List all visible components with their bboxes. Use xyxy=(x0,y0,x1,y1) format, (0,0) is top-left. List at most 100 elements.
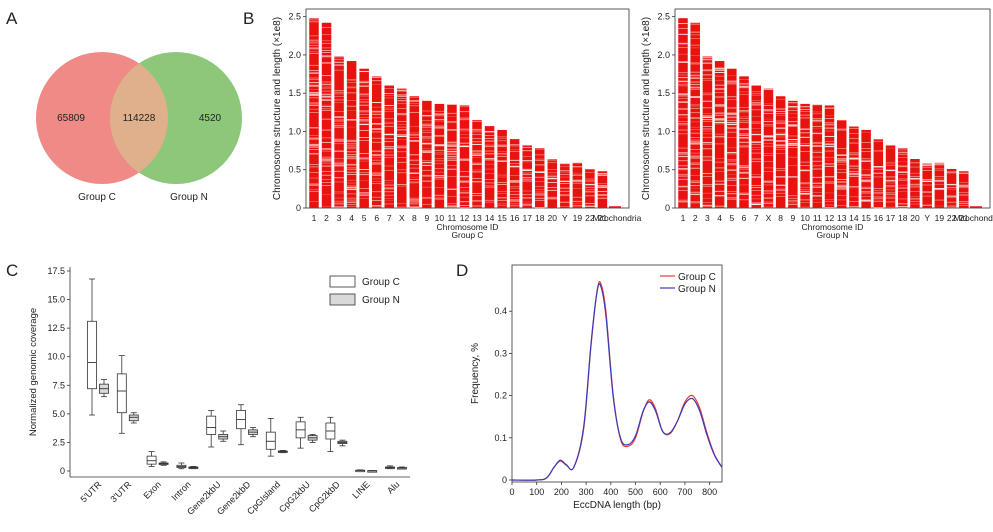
chromosome-bar-body xyxy=(472,119,482,208)
y-tick-label: 2.5 xyxy=(288,12,301,22)
box-group-n-0 xyxy=(99,379,109,398)
chart-subtitle: Group C xyxy=(451,230,483,240)
chromosome-bar-x xyxy=(397,88,407,208)
boxplot-chart: 0 2.5 5.0 7.5 10.0 12.5 15.0 17.5 5'UTR 3'UTR Exon… xyxy=(28,266,410,517)
x-tick-label: 8 xyxy=(412,213,417,223)
legend-label-group-n: Group N xyxy=(678,284,716,295)
chromosome-bar-16 xyxy=(509,139,520,208)
x-tick-label: 14 xyxy=(485,213,495,223)
x-tick-label: 13 xyxy=(837,213,847,223)
chromosome-bar-11 xyxy=(812,104,823,208)
chromosome-bar-15 xyxy=(861,129,871,208)
box-group-c-3 xyxy=(176,462,187,470)
chromosome-bar-body xyxy=(702,56,713,209)
chromosome-bar-18 xyxy=(898,148,908,209)
box-group-n-3 xyxy=(188,466,199,470)
chromosome-bar-body xyxy=(959,171,969,208)
chromosome-bar-12 xyxy=(824,105,835,208)
chromosome-bar-body xyxy=(946,168,957,208)
venn-count-group-c-only: 65809 xyxy=(57,113,85,124)
x-tick-label: 19 xyxy=(573,213,583,223)
chromosome-bar-body xyxy=(434,103,445,208)
x-tick-label: 14 xyxy=(849,213,859,223)
chromosome-bar-y xyxy=(560,163,570,208)
chromosome-bar-x xyxy=(763,88,774,208)
x-tick-label: 22 xyxy=(947,213,957,223)
chromosome-bar-19 xyxy=(572,162,583,208)
chromosome-bar-body xyxy=(690,22,700,209)
x-tick-label: Y xyxy=(924,213,930,223)
box-group-c-10 xyxy=(385,465,395,470)
x-tick-label: CpG2kbU xyxy=(277,479,312,514)
x-tick-label: 700 xyxy=(677,487,692,497)
x-tick-label: 6 xyxy=(742,213,747,223)
chromosome-bar-14 xyxy=(484,126,495,208)
x-tick-label: X xyxy=(766,213,772,223)
panel-letter-b: B xyxy=(243,9,254,28)
chromosome-bar-body xyxy=(409,96,420,208)
x-tick-label: 17 xyxy=(886,213,896,223)
y-tick-label: 2.5 xyxy=(657,12,670,22)
chromosome-bar-y xyxy=(922,163,932,208)
chromosome-bar-body xyxy=(522,145,532,208)
chromosome-bar-22 xyxy=(946,168,957,208)
box-group-n-5 xyxy=(248,427,258,438)
box-group-c-1 xyxy=(116,355,127,434)
x-tick-label: 4 xyxy=(349,213,354,223)
y-tick-label: 2.5 xyxy=(52,437,65,447)
x-tick-label: 21 xyxy=(959,213,969,223)
x-tick-label: 2 xyxy=(693,213,698,223)
chromosome-bar-4 xyxy=(346,61,357,208)
x-axis-title: EccDNA length (bp) xyxy=(573,500,661,511)
y-tick-label: 1.0 xyxy=(657,126,670,136)
chromosome-bar-body xyxy=(727,68,737,208)
chromosome-bar-20 xyxy=(910,159,920,208)
x-tick-label: 1 xyxy=(312,213,317,223)
x-tick-label: 19 xyxy=(935,213,945,223)
chromosome-bar-body xyxy=(910,159,920,208)
legend-swatch-group-n xyxy=(329,293,356,306)
y-tick-label: 1.5 xyxy=(657,88,670,98)
x-tick-label: 4 xyxy=(717,213,722,223)
box-group-n-4 xyxy=(218,430,229,442)
y-tick-label: 2.0 xyxy=(657,50,670,60)
x-tick-label: 3'UTR xyxy=(108,479,133,504)
chromosome-bar-body xyxy=(775,96,786,208)
x-tick-label: 18 xyxy=(898,213,908,223)
x-tick-label: Exon xyxy=(141,479,163,501)
y-tick-label: 0.5 xyxy=(288,165,301,175)
chart-subtitle: Group N xyxy=(816,230,848,240)
x-tick-label: 18 xyxy=(535,213,545,223)
x-tick-label: X xyxy=(399,213,405,223)
chromosome-bar-10 xyxy=(434,103,445,208)
chromosome-bar-7 xyxy=(751,85,761,208)
box-body xyxy=(265,431,276,450)
chromosome-bar-body xyxy=(535,148,545,208)
venn-diagram: 65809 114228 4520 Group C Group N xyxy=(36,52,242,203)
y-tick-label: 0 xyxy=(502,475,507,485)
chromosome-bar-body xyxy=(359,68,369,208)
venn-label-group-n: Group N xyxy=(170,192,208,203)
x-tick-label: 15 xyxy=(861,213,871,223)
chromosome-bar-19 xyxy=(934,162,945,208)
y-tick-label: 12.5 xyxy=(47,323,65,333)
chromosome-bar-body xyxy=(597,171,608,208)
y-tick-label: 10.0 xyxy=(47,352,65,362)
chromosome-bar-2 xyxy=(690,22,700,209)
chromosome-bar-body xyxy=(321,22,332,209)
x-tick-label: Mitochondria xyxy=(593,213,642,223)
chromosome-bar-body xyxy=(934,162,945,208)
box-body xyxy=(206,415,217,435)
box-group-n-7 xyxy=(307,434,318,443)
legend-swatch-group-c xyxy=(329,275,356,288)
legend-label-group-n: Group N xyxy=(362,295,400,306)
x-tick-label: Alu xyxy=(385,479,401,495)
chromosome-bar-body xyxy=(922,163,932,208)
box-body xyxy=(128,414,139,422)
x-tick-label: 8 xyxy=(778,213,783,223)
chromosome-bar-7 xyxy=(384,85,394,208)
x-axis-title: Chromosome ID xyxy=(437,222,499,232)
x-tick-label: 6 xyxy=(374,213,379,223)
chromosome-bar-body xyxy=(861,129,871,208)
